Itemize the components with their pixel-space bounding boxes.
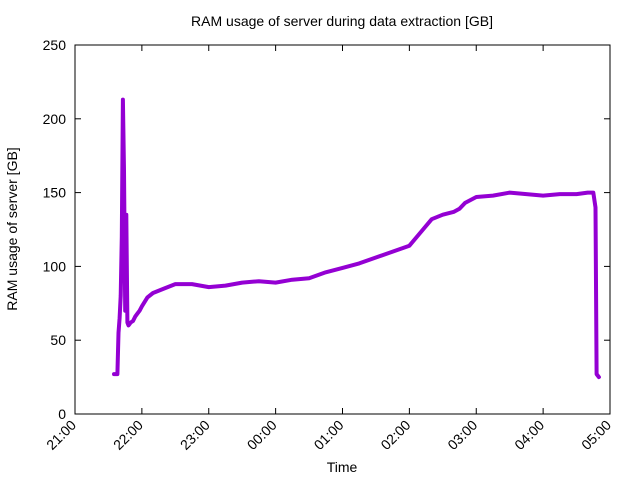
data-point: [129, 321, 133, 324]
data-point: [125, 321, 129, 324]
x-tick-label: 02:00: [377, 417, 413, 453]
data-point: [120, 235, 124, 239]
data-point: [151, 291, 155, 295]
data-point: [558, 192, 562, 196]
data-point: [133, 315, 137, 319]
data-point: [595, 372, 599, 376]
data-point: [508, 191, 512, 195]
y-tick-label: 200: [43, 111, 67, 127]
data-point: [122, 169, 126, 172]
data-point: [491, 194, 495, 198]
data-point: [162, 287, 166, 290]
data-point: [274, 281, 278, 285]
data-point: [140, 304, 144, 308]
y-tick-label: 250: [43, 37, 67, 53]
x-tick-label: 00:00: [244, 417, 280, 453]
data-point: [341, 266, 344, 270]
data-point: [115, 372, 119, 376]
data-point: [138, 309, 142, 313]
chart-title: RAM usage of server during data extracti…: [191, 13, 493, 29]
x-tick-label: 01:00: [311, 417, 347, 453]
data-point: [124, 213, 128, 217]
x-tick-label: 21:00: [43, 417, 79, 453]
ram-usage-series-line: [112, 97, 601, 380]
data-point: [374, 256, 378, 259]
y-tick-label: 0: [58, 406, 66, 422]
data-point: [123, 309, 127, 313]
data-point: [307, 276, 311, 280]
y-tick-label: 150: [43, 185, 67, 201]
x-tick-label: 23:00: [177, 417, 213, 453]
data-point: [391, 250, 395, 254]
data-point: [224, 284, 227, 288]
y-axis-title: RAM usage of server [GB]: [4, 147, 20, 310]
data-point: [119, 294, 123, 298]
data-point: [324, 270, 328, 274]
x-axis-title: Time: [327, 459, 358, 475]
data-point: [121, 98, 125, 102]
data-point: [474, 195, 478, 199]
data-point: [117, 331, 120, 335]
data-point: [458, 207, 461, 211]
data-point: [463, 201, 467, 205]
x-tick-label: 04:00: [511, 417, 547, 453]
data-point: [441, 213, 445, 217]
data-point: [257, 279, 261, 283]
x-tick-label: 22:00: [110, 417, 146, 453]
data-point: [430, 217, 434, 221]
data-point: [452, 210, 456, 214]
x-tick-label: 03:00: [444, 417, 480, 453]
data-point: [357, 261, 361, 265]
data-point: [240, 281, 244, 285]
data-point: [112, 372, 116, 376]
data-point: [541, 194, 545, 198]
x-tick-label: 05:00: [578, 417, 614, 453]
data-point: [419, 231, 422, 234]
data-point: [118, 316, 122, 320]
data-point: [597, 375, 601, 379]
data-point: [591, 191, 595, 195]
data-point: [407, 244, 411, 248]
data-point: [145, 295, 149, 299]
data-point: [586, 191, 590, 195]
data-point: [207, 285, 211, 289]
data-point: [290, 278, 294, 282]
data-point: [594, 205, 597, 209]
plot-frame: [74, 44, 611, 415]
data-point: [173, 282, 177, 286]
series-layer: [112, 97, 601, 380]
y-tick-label: 50: [50, 332, 66, 348]
data-point: [524, 192, 528, 196]
data-point: [575, 192, 579, 196]
data-point: [131, 319, 135, 323]
data-point: [190, 282, 194, 286]
y-tick-label: 100: [43, 258, 67, 274]
data-point: [135, 312, 139, 316]
